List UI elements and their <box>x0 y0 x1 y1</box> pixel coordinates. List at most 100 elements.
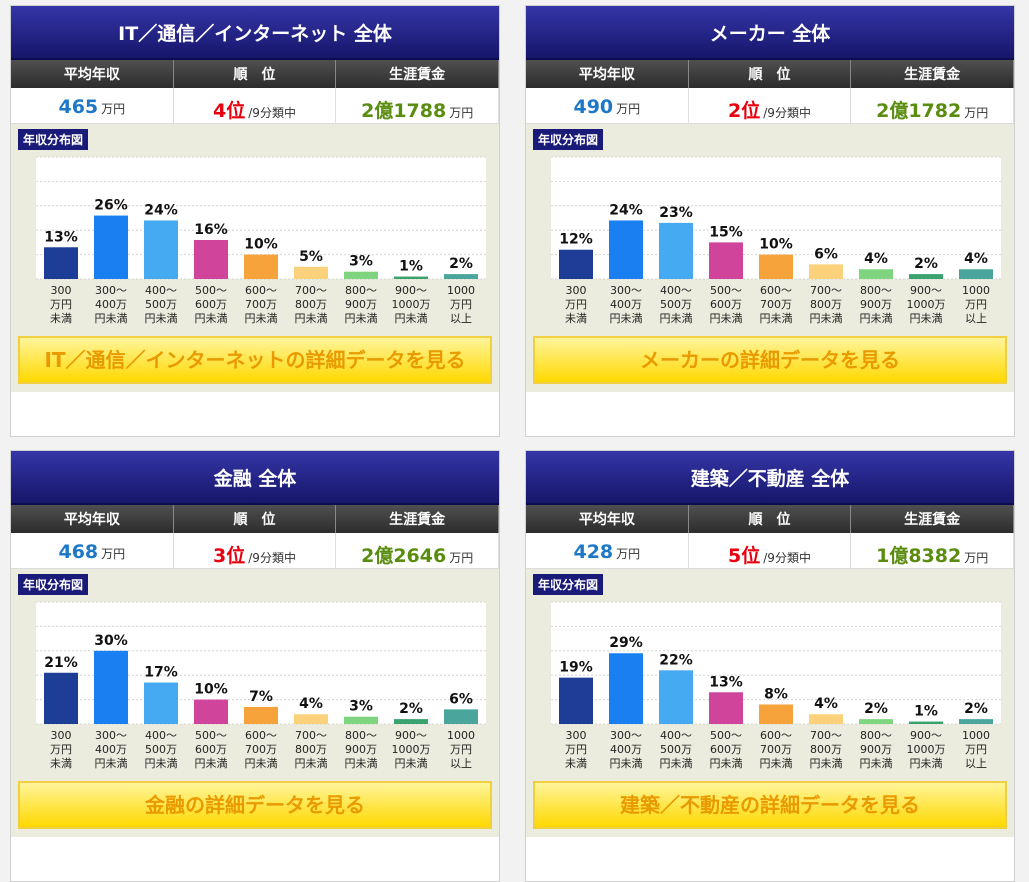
bar-value-label: 4% <box>964 251 988 267</box>
x-category-label: 円未満 <box>95 312 128 325</box>
x-category-label: 400〜 <box>145 729 177 742</box>
avg-salary: 490 <box>573 96 614 118</box>
bar-value-label: 2% <box>449 256 473 272</box>
bar <box>294 714 328 724</box>
distribution-chart: 300万円未満19%300〜400万円未満29%400〜500万円未満22%50… <box>551 601 1001 770</box>
rank-cell: 4位/9分類中 <box>173 88 337 124</box>
rank-total: /9分類中 <box>763 551 811 565</box>
rank-total: /9分類中 <box>763 106 811 120</box>
x-category-label: 1000 <box>962 284 990 297</box>
x-category-label: 万円 <box>965 298 987 311</box>
stats-header: 生涯賃金 <box>851 60 1014 88</box>
x-category-label: 1000万 <box>392 743 431 756</box>
bar <box>94 650 128 724</box>
x-category-label: 万円 <box>565 298 587 311</box>
x-category-label: 700〜 <box>295 729 327 742</box>
bar-value-label: 4% <box>864 251 888 267</box>
x-category-label: 500〜 <box>195 729 227 742</box>
bar <box>394 719 428 724</box>
bar-value-label: 12% <box>559 232 593 248</box>
x-category-label: 400〜 <box>660 284 692 297</box>
x-category-label: 500万 <box>145 298 177 311</box>
bar <box>759 254 793 279</box>
avg-salary-cell: 468 万円 <box>11 533 174 569</box>
x-category-label: 500万 <box>660 743 692 756</box>
chart-area: 年収分布図 300 万円 未満 21% 300〜 400万 円未満 30% 400〜 500万 円未満… <box>11 569 499 837</box>
x-category-label: 円未満 <box>95 757 128 770</box>
lifetime-wage: 1億8382 <box>876 545 962 567</box>
x-category-label: 300〜 <box>95 284 127 297</box>
bar-value-label: 6% <box>449 691 473 707</box>
x-category-label: 円未満 <box>395 312 428 325</box>
x-category-label: 800万 <box>295 298 327 311</box>
x-category-label: 900万 <box>860 298 892 311</box>
x-category-label: 円未満 <box>610 312 643 325</box>
bar <box>244 706 278 724</box>
bar-value-label: 22% <box>659 652 693 668</box>
x-category-label: 600〜 <box>245 284 277 297</box>
stats-header: 平均年収 <box>526 60 689 88</box>
x-category-label: 700万 <box>245 298 277 311</box>
x-category-label: 万円 <box>565 743 587 756</box>
x-category-label: 円未満 <box>195 757 228 770</box>
bar <box>144 220 178 279</box>
bar-value-label: 4% <box>299 696 323 712</box>
stats-header: 順 位 <box>688 505 852 533</box>
bar <box>759 704 793 724</box>
bar-value-label: 5% <box>299 249 323 265</box>
rank-cell: 3位/9分類中 <box>173 533 337 569</box>
detail-button[interactable]: 金融の詳細データを見る <box>18 781 492 829</box>
chart-area: 年収分布図 300 万円 未満 12% 300〜 400万 円未満 24% 400〜 500万 円未満… <box>526 124 1014 392</box>
avg-unit: 万円 <box>616 102 641 116</box>
stats-table: 平均年収順 位生涯賃金 490 万円 2位/9分類中 2億1782 万円 <box>526 60 1014 124</box>
x-category-label: 円未満 <box>910 757 943 770</box>
bar-value-label: 2% <box>399 701 423 717</box>
x-category-label: 未満 <box>50 757 72 770</box>
x-category-label: 以上 <box>450 312 472 325</box>
rank-total: /9分類中 <box>248 106 296 120</box>
bar <box>394 276 428 279</box>
x-category-label: 400〜 <box>660 729 692 742</box>
bar <box>559 249 593 279</box>
bar-value-label: 2% <box>914 256 938 272</box>
x-category-label: 400万 <box>610 298 642 311</box>
industry-panel: 金融 全体 平均年収順 位生涯賃金 468 万円 3位/9分類中 2億2646 万円 年収分布… <box>10 450 500 882</box>
bar-value-label: 21% <box>44 655 78 671</box>
x-category-label: 未満 <box>565 757 587 770</box>
x-category-label: 700万 <box>245 743 277 756</box>
bar-value-label: 24% <box>609 202 643 218</box>
bar-value-label: 23% <box>659 205 693 221</box>
x-category-label: 1000万 <box>907 298 946 311</box>
bar-value-label: 8% <box>764 686 788 702</box>
x-category-label: 万円 <box>450 743 472 756</box>
avg-unit: 万円 <box>101 102 126 116</box>
x-category-label: 300 <box>566 284 587 297</box>
avg-salary-cell: 490 万円 <box>526 88 689 124</box>
x-category-label: 1000 <box>447 284 475 297</box>
x-category-label: 700〜 <box>810 284 842 297</box>
lifetime-cell: 1億8382 万円 <box>851 533 1014 569</box>
x-category-label: 300 <box>51 284 72 297</box>
bar <box>44 247 78 279</box>
detail-button[interactable]: メーカーの詳細データを見る <box>533 336 1007 384</box>
detail-button[interactable]: IT／通信／インターネットの詳細データを見る <box>18 336 492 384</box>
bar-value-label: 1% <box>914 704 938 720</box>
bar <box>94 215 128 279</box>
stats-header: 生涯賃金 <box>336 60 499 88</box>
x-category-label: 800万 <box>295 743 327 756</box>
industry-panel: 建築／不動産 全体 平均年収順 位生涯賃金 428 万円 5位/9分類中 1億8382 万円… <box>525 450 1015 882</box>
chart-label: 年収分布図 <box>18 129 89 150</box>
x-category-label: 未満 <box>565 312 587 325</box>
bar-value-label: 26% <box>94 198 128 214</box>
x-category-label: 500万 <box>145 743 177 756</box>
stats-header: 平均年収 <box>11 60 174 88</box>
avg-salary-cell: 465 万円 <box>11 88 174 124</box>
x-category-label: 1000万 <box>392 298 431 311</box>
bar-value-label: 13% <box>44 229 78 245</box>
bar <box>344 716 378 724</box>
x-category-label: 800〜 <box>345 729 377 742</box>
x-category-label: 700万 <box>760 743 792 756</box>
x-category-label: 800〜 <box>345 284 377 297</box>
bar-value-label: 6% <box>814 246 838 262</box>
detail-button[interactable]: 建築／不動産の詳細データを見る <box>533 781 1007 829</box>
